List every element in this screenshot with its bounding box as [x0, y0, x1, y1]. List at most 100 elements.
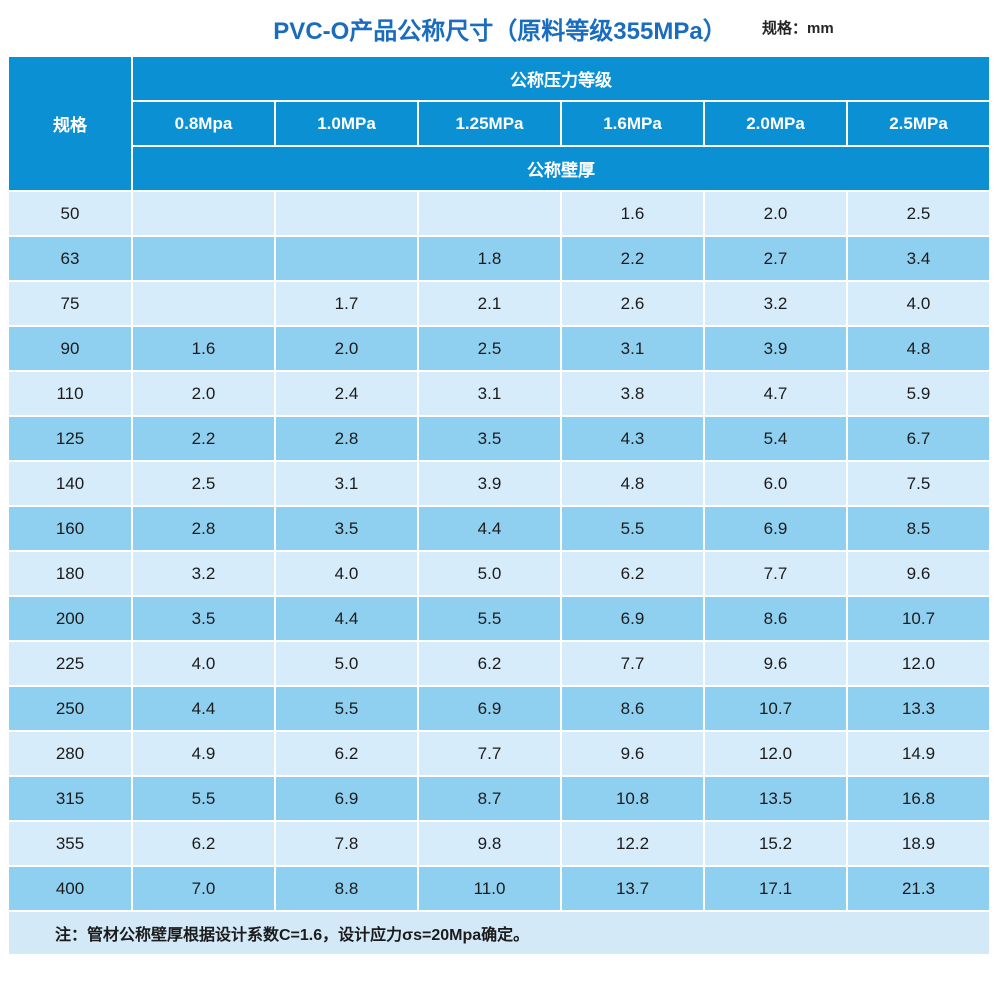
- value-cell: 6.7: [848, 417, 989, 460]
- value-cell: 6.0: [705, 462, 846, 505]
- value-cell: 2.2: [562, 237, 703, 280]
- value-cell: 4.9: [133, 732, 274, 775]
- value-cell: 4.3: [562, 417, 703, 460]
- value-cell: 10.8: [562, 777, 703, 820]
- value-cell: 2.0: [705, 192, 846, 235]
- value-cell: 2.5: [848, 192, 989, 235]
- value-cell: 16.8: [848, 777, 989, 820]
- value-cell: 6.9: [419, 687, 560, 730]
- value-cell: 9.6: [705, 642, 846, 685]
- value-cell: 1.7: [276, 282, 417, 325]
- value-cell: 8.8: [276, 867, 417, 910]
- spec-cell: 125: [9, 417, 131, 460]
- value-cell: 4.4: [419, 507, 560, 550]
- value-cell: 2.2: [133, 417, 274, 460]
- value-cell: 9.6: [848, 552, 989, 595]
- value-cell: 3.5: [133, 597, 274, 640]
- value-cell: 9.8: [419, 822, 560, 865]
- value-cell: 2.7: [705, 237, 846, 280]
- value-cell: 5.5: [419, 597, 560, 640]
- value-cell: [133, 192, 274, 235]
- value-cell: 3.2: [705, 282, 846, 325]
- table-row: 280 4.9 6.2 7.7 9.6 12.0 14.9: [9, 732, 989, 775]
- value-cell: 13.7: [562, 867, 703, 910]
- header-row-pressures: 0.8Mpa 1.0MPa 1.25MPa 1.6MPa 2.0MPa 2.5M…: [9, 102, 989, 145]
- value-cell: 6.2: [276, 732, 417, 775]
- value-cell: 6.2: [419, 642, 560, 685]
- value-cell: 2.5: [133, 462, 274, 505]
- value-cell: 1.8: [419, 237, 560, 280]
- value-cell: 8.5: [848, 507, 989, 550]
- pressure-group-header: 公称压力等级: [133, 57, 989, 100]
- pressure-column-header: 1.6MPa: [562, 102, 703, 145]
- value-cell: 3.1: [562, 327, 703, 370]
- spec-cell: 225: [9, 642, 131, 685]
- value-cell: 7.7: [562, 642, 703, 685]
- value-cell: 2.8: [276, 417, 417, 460]
- value-cell: 8.6: [705, 597, 846, 640]
- value-cell: 8.7: [419, 777, 560, 820]
- value-cell: 6.9: [705, 507, 846, 550]
- value-cell: 3.1: [419, 372, 560, 415]
- value-cell: 6.2: [133, 822, 274, 865]
- value-cell: [133, 237, 274, 280]
- value-cell: 12.2: [562, 822, 703, 865]
- spec-cell: 50: [9, 192, 131, 235]
- value-cell: 2.4: [276, 372, 417, 415]
- page-title: PVC-O产品公称尺寸（原料等级355MPa）: [273, 18, 727, 45]
- value-cell: 3.8: [562, 372, 703, 415]
- value-cell: [133, 282, 274, 325]
- pressure-column-header: 1.0MPa: [276, 102, 417, 145]
- value-cell: [276, 237, 417, 280]
- value-cell: 2.0: [276, 327, 417, 370]
- value-cell: 9.6: [562, 732, 703, 775]
- table-row: 125 2.2 2.8 3.5 4.3 5.4 6.7: [9, 417, 989, 460]
- value-cell: 7.7: [705, 552, 846, 595]
- value-cell: 11.0: [419, 867, 560, 910]
- value-cell: 2.0: [133, 372, 274, 415]
- value-cell: 4.0: [848, 282, 989, 325]
- spec-cell: 140: [9, 462, 131, 505]
- spec-cell: 160: [9, 507, 131, 550]
- wall-thickness-header: 公称壁厚: [133, 147, 989, 190]
- spec-cell: 315: [9, 777, 131, 820]
- table-row: 90 1.6 2.0 2.5 3.1 3.9 4.8: [9, 327, 989, 370]
- spec-cell: 280: [9, 732, 131, 775]
- table-row: 110 2.0 2.4 3.1 3.8 4.7 5.9: [9, 372, 989, 415]
- spec-cell: 250: [9, 687, 131, 730]
- table-row: 400 7.0 8.8 11.0 13.7 17.1 21.3: [9, 867, 989, 910]
- value-cell: 4.8: [848, 327, 989, 370]
- value-cell: 7.5: [848, 462, 989, 505]
- value-cell: 10.7: [705, 687, 846, 730]
- table-row: 160 2.8 3.5 4.4 5.5 6.9 8.5: [9, 507, 989, 550]
- table-row: 75 1.7 2.1 2.6 3.2 4.0: [9, 282, 989, 325]
- value-cell: 2.8: [133, 507, 274, 550]
- table-footer: 注：管材公称壁厚根据设计系数C=1.6，设计应力σs=20Mpa确定。: [9, 912, 989, 954]
- value-cell: 15.2: [705, 822, 846, 865]
- value-cell: 5.5: [276, 687, 417, 730]
- value-cell: 7.8: [276, 822, 417, 865]
- table-row: 315 5.5 6.9 8.7 10.8 13.5 16.8: [9, 777, 989, 820]
- value-cell: 3.9: [419, 462, 560, 505]
- value-cell: 5.0: [276, 642, 417, 685]
- value-cell: 5.9: [848, 372, 989, 415]
- table-row: 355 6.2 7.8 9.8 12.2 15.2 18.9: [9, 822, 989, 865]
- pressure-column-header: 0.8Mpa: [133, 102, 274, 145]
- spec-cell: 355: [9, 822, 131, 865]
- value-cell: 8.6: [562, 687, 703, 730]
- spec-column-header: 规格: [9, 57, 131, 190]
- value-cell: 4.4: [133, 687, 274, 730]
- value-cell: 5.5: [562, 507, 703, 550]
- value-cell: 5.5: [133, 777, 274, 820]
- value-cell: 3.1: [276, 462, 417, 505]
- value-cell: 6.2: [562, 552, 703, 595]
- value-cell: [419, 192, 560, 235]
- title-bar: PVC-O产品公称尺寸（原料等级355MPa） 规格：mm: [0, 0, 1000, 55]
- header-row-wall-thickness: 公称壁厚: [9, 147, 989, 190]
- value-cell: 5.4: [705, 417, 846, 460]
- value-cell: 3.4: [848, 237, 989, 280]
- value-cell: 6.9: [562, 597, 703, 640]
- table-header: 规格 公称压力等级 0.8Mpa 1.0MPa 1.25MPa 1.6MPa 2…: [9, 57, 989, 190]
- value-cell: 18.9: [848, 822, 989, 865]
- value-cell: 10.7: [848, 597, 989, 640]
